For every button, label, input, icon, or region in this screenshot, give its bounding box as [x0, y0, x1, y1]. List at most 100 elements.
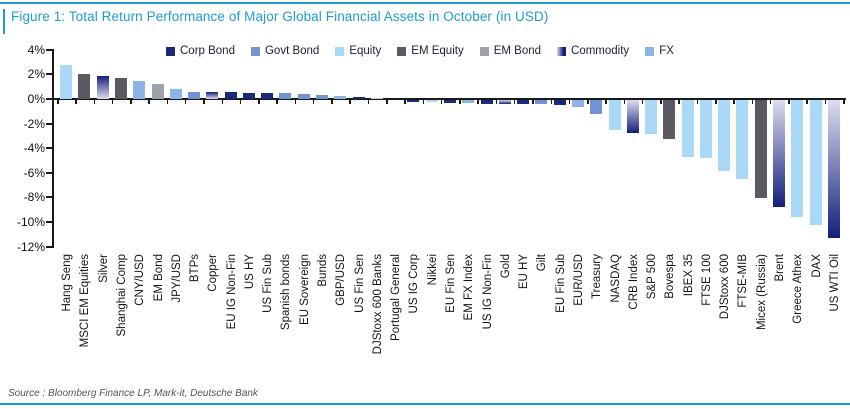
y-axis-tick-label: -2%: [23, 116, 45, 131]
bar-us-hy: [242, 92, 255, 99]
x-axis-tick-mark: [843, 100, 845, 104]
x-axis-tick-mark: [623, 100, 626, 104]
x-axis-tick-mark: [75, 100, 77, 104]
category-label-gbp-usd: GBP/USD: [335, 254, 348, 306]
x-axis-tick-mark: [221, 100, 223, 104]
category-label-us-hy: US HY: [243, 254, 256, 290]
bar-bunds: [316, 94, 329, 99]
x-axis-tick-mark: [459, 100, 461, 104]
category-label-copper: Copper: [207, 254, 220, 292]
bar-dax: [809, 100, 822, 226]
legend-item-em-equity: EM Equity: [397, 45, 464, 57]
category-label-em-bond: EM Bond: [152, 254, 165, 302]
bar-shanghai-comp: [114, 78, 127, 99]
bar-eur-usd: [571, 100, 584, 108]
x-axis-tick-mark: [678, 100, 680, 104]
category-label-micex-russia: Micex (Russia): [755, 254, 768, 331]
category-label-ftse-mib: FTSE-MIB: [737, 254, 750, 308]
x-axis-tick-mark: [788, 100, 790, 104]
category-label-hang-seng: Hang Seng: [61, 254, 74, 312]
category-label-bovespa: Bovespa: [664, 254, 677, 299]
legend-label: EM Bond: [493, 45, 542, 57]
category-label-bunds: Bunds: [317, 254, 330, 287]
bar-eu-hy: [517, 100, 530, 105]
legend-swatch-corp-bond: [166, 46, 175, 56]
y-axis-tick-mark: [46, 122, 53, 125]
legend-label: Commodity: [571, 45, 630, 57]
category-label-btps: BTPs: [189, 254, 202, 283]
y-axis-tick-label: -4%: [23, 141, 45, 156]
legend-swatch-govt-bond: [250, 46, 260, 56]
x-axis-tick-mark: [93, 100, 96, 104]
x-axis-tick-mark: [477, 100, 479, 104]
bar-cny-usd: [133, 80, 146, 99]
category-label-msci-em-equities: MSCI EM Equities: [79, 254, 92, 348]
bar-us-fin-sub: [261, 92, 274, 99]
bar-eu-sovereign: [297, 94, 310, 99]
legend-item-fx: FX: [645, 45, 674, 57]
bar-bovespa: [663, 100, 676, 140]
bar-us-ig-corp: [407, 100, 420, 103]
category-label-jpy-usd: JPY/USD: [170, 254, 183, 303]
category-label-shanghai-comp: Shanghai Comp: [115, 254, 128, 337]
x-axis-tick-mark: [184, 100, 187, 104]
category-label-us-wti-oil: US WTI Oil: [828, 254, 841, 312]
x-axis-tick-mark: [751, 100, 754, 104]
bar-copper: [206, 92, 219, 99]
bar-eu-fin-sen: [444, 100, 456, 104]
y-axis-tick-mark: [46, 73, 53, 76]
top-border-line: [0, 2, 850, 4]
bar-gold: [498, 100, 511, 104]
y-axis-tick-label: -10%: [16, 215, 45, 229]
category-label-silver: Silver: [97, 254, 110, 283]
category-label-greece-athex: Greece Athex: [792, 254, 805, 324]
x-axis-tick-mark: [239, 100, 242, 104]
bar-crb-index: [626, 100, 639, 134]
bar-gilt: [535, 100, 548, 105]
category-label-eur-usd: EUR/USD: [572, 254, 585, 306]
y-axis-tick-mark: [46, 221, 53, 223]
bar-eu-fin-sub: [553, 100, 566, 105]
legend-item-equity: Equity: [335, 45, 381, 57]
category-label-us-fin-sub: US Fin Sub: [262, 254, 275, 313]
category-label-djstoxx-600-banks: DJStoxx 600 Banks: [371, 254, 384, 355]
category-label-crb-index: CRB Index: [627, 254, 640, 310]
bottom-border-line: [0, 403, 850, 405]
bar-btps: [188, 91, 201, 99]
category-label-gilt: Gilt: [536, 254, 549, 272]
y-axis-line: [52, 48, 54, 248]
y-axis-tick-label: -8%: [23, 190, 45, 205]
x-axis-tick-mark: [733, 100, 735, 104]
bar-nasdaq: [608, 100, 621, 130]
legend-label: Equity: [349, 45, 382, 57]
bar-silver: [96, 76, 109, 99]
y-axis-tick-label: 2%: [27, 67, 45, 82]
x-axis-tick-mark: [422, 100, 425, 104]
x-axis-tick-mark: [130, 100, 132, 104]
zero-baseline: [52, 98, 846, 100]
legend-label: Govt Bond: [264, 45, 320, 57]
legend-item-govt-bond: Govt Bond: [250, 45, 320, 57]
bar-brent: [773, 100, 786, 207]
category-label-cny-usd: CNY/USD: [134, 254, 147, 306]
category-label-eu-fin-sen: EU Fin Sen: [445, 254, 457, 313]
x-axis-tick-mark: [203, 100, 205, 104]
x-axis-tick-mark: [495, 100, 498, 104]
y-axis-tick-mark: [46, 196, 53, 199]
x-axis-tick-mark: [769, 100, 772, 104]
bar-greece-athex: [791, 100, 804, 217]
x-axis-tick-mark: [513, 100, 516, 104]
bar-djstoxx-600-banks: [370, 98, 383, 99]
figure-title: Figure 1: Total Return Performance of Ma…: [11, 9, 549, 24]
legend-swatch-em-bond: [479, 46, 489, 56]
y-axis-tick-mark: [46, 245, 53, 248]
category-label-s-p-500: S&P 500: [646, 254, 659, 300]
legend-swatch-fx: [645, 46, 655, 56]
category-label-djstoxx-600: DJStoxx 600: [719, 254, 732, 320]
category-label-nasdaq: NASDAQ: [609, 254, 622, 303]
x-axis-tick-mark: [550, 100, 553, 104]
category-label-ftse-100: FTSE 100: [700, 254, 713, 306]
x-axis-tick-mark: [349, 100, 351, 104]
x-axis-tick-mark: [605, 100, 607, 104]
